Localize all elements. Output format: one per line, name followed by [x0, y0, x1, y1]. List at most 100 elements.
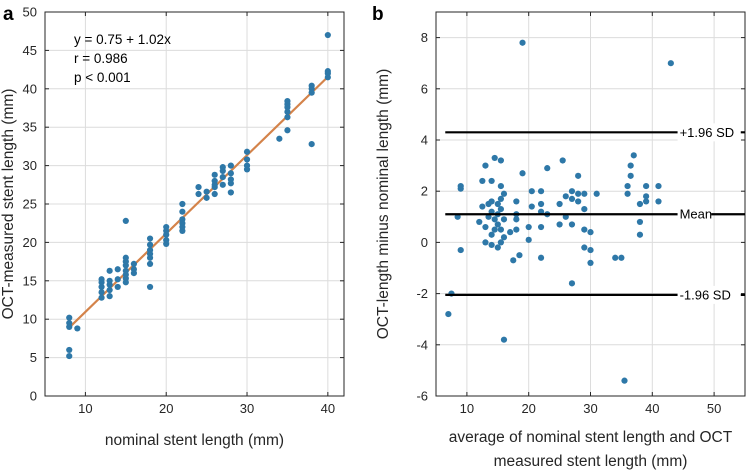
data-point: [500, 234, 508, 241]
data-point: [284, 108, 291, 115]
data-point: [122, 217, 129, 224]
data-point: [211, 190, 218, 198]
data-point: [276, 135, 283, 142]
y-axis-title: OCT-measured stent length (mm): [0, 89, 17, 320]
y-tick-label: 4: [421, 133, 428, 148]
data-point: [500, 216, 508, 223]
data-point: [630, 152, 637, 159]
data-point: [163, 223, 170, 231]
panel-a-letter: a: [3, 4, 14, 25]
data-point: [284, 97, 291, 105]
data-point: [114, 266, 121, 273]
data-point: [519, 39, 526, 46]
data-point: [575, 198, 582, 205]
x-axis-title-line: measured stent length (mm): [494, 453, 688, 470]
data-point: [497, 226, 504, 233]
data-point: [227, 162, 234, 169]
y-tick-label: 35: [23, 120, 37, 135]
data-point: [479, 203, 486, 210]
data-point: [146, 283, 154, 291]
data-point: [66, 314, 73, 321]
data-point: [66, 352, 73, 360]
reference-label-bg: [677, 205, 712, 224]
data-point: [195, 184, 202, 191]
y-tick-label: 5: [30, 350, 37, 365]
data-point: [525, 236, 532, 243]
data-point: [66, 319, 73, 327]
data-point: [114, 276, 121, 283]
y-tick-label: 0: [30, 389, 37, 404]
data-point: [494, 221, 501, 228]
y-tick-label: -2: [416, 286, 428, 301]
data-point: [500, 190, 508, 197]
data-point: [587, 229, 594, 236]
data-point: [227, 176, 234, 183]
y-tick-label: -6: [416, 389, 428, 404]
data-point: [497, 239, 504, 246]
data-point: [537, 223, 545, 231]
data-point: [482, 239, 489, 246]
reference-label-bg: [677, 123, 741, 142]
data-point: [130, 260, 137, 268]
data-point: [284, 114, 291, 121]
data-point: [106, 267, 113, 274]
y-tick-label: 40: [23, 81, 37, 96]
data-point: [516, 252, 523, 259]
data-point: [636, 231, 644, 238]
x-tick-label: 10: [78, 401, 92, 416]
data-point: [581, 190, 588, 197]
data-point: [308, 140, 315, 148]
x-tick-label: 40: [645, 401, 659, 416]
data-point: [494, 200, 501, 208]
data-point: [507, 229, 514, 236]
x-tick-label: 30: [583, 401, 597, 416]
data-point: [519, 170, 526, 177]
data-point: [488, 231, 495, 238]
data-point: [627, 172, 634, 179]
data-point: [556, 200, 563, 208]
data-point: [643, 193, 650, 200]
data-point: [130, 266, 137, 273]
data-point: [559, 157, 566, 164]
data-point: [667, 60, 674, 67]
data-point: [537, 200, 545, 208]
data-point: [324, 68, 331, 75]
data-point: [488, 198, 495, 205]
data-point: [568, 188, 576, 195]
data-point: [491, 226, 498, 233]
data-point: [122, 267, 129, 274]
data-point: [324, 31, 331, 39]
data-point: [195, 190, 202, 198]
x-tick-label: 20: [521, 401, 535, 416]
stat-annotation: y = 0.75 + 1.02x: [74, 32, 171, 47]
x-tick-label: 40: [321, 401, 335, 416]
data-point: [568, 221, 576, 228]
data-point: [528, 188, 535, 195]
data-point: [488, 177, 495, 185]
data-point: [643, 182, 650, 190]
data-point: [587, 259, 594, 266]
x-axis-title-line: average of nominal stent length and OCT: [449, 429, 733, 446]
data-point: [243, 148, 251, 155]
stat-annotation: r = 0.986: [74, 51, 128, 66]
data-point: [98, 276, 105, 283]
data-point: [211, 171, 218, 178]
data-point: [528, 203, 535, 210]
y-tick-label: 25: [23, 197, 37, 212]
data-point: [227, 189, 234, 196]
data-point: [488, 241, 495, 249]
y-tick-label: 6: [421, 81, 428, 96]
data-point: [445, 310, 452, 318]
data-point: [66, 346, 73, 354]
panel-b-letter: b: [372, 4, 384, 25]
data-point: [525, 223, 532, 231]
data-point: [211, 177, 218, 185]
y-tick-label: 2: [421, 184, 428, 199]
data-point: [482, 162, 489, 169]
data-point: [122, 254, 129, 261]
data-point: [513, 226, 520, 233]
data-point: [624, 190, 631, 197]
x-axis-title: average of nominal stent length and OCT m…: [449, 429, 733, 470]
y-tick-label: 30: [23, 158, 37, 173]
data-point: [643, 198, 650, 205]
